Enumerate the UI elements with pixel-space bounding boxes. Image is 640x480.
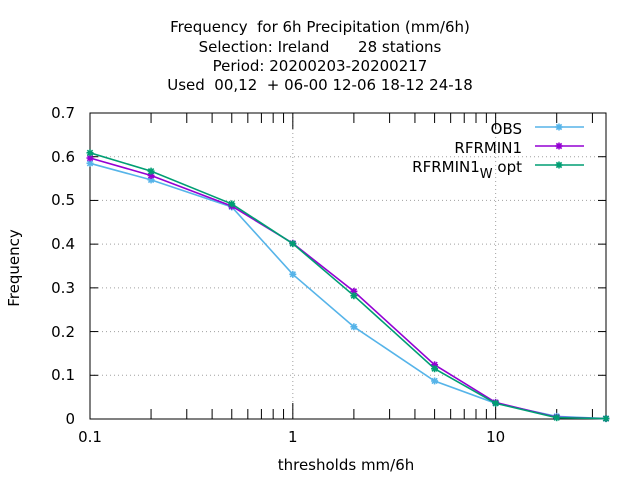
y-tick-label: 0.6 [51,147,75,166]
chart-title-line-3: Period: 20200203-20200217 [212,57,428,75]
y-tick-label: 0.2 [51,322,75,341]
y-tick-label: 0.4 [51,235,75,254]
legend-label-rfrmin1-w-opt: RFRMIN1W opt [380,158,522,182]
series-2-point [553,414,561,422]
legend-label-obs: OBS [490,120,522,138]
series-line-1 [89,157,607,420]
legend-label-rfrmin1-w-opt-suffix: opt [492,158,522,176]
x-tick-label: 0.1 [78,428,102,446]
series-2-point [602,415,610,423]
series-2-point [492,399,500,407]
y-tick-label: 0.5 [51,191,75,210]
x-tick-label: 1 [288,428,298,446]
y-tick-label: 0.7 [51,104,75,122]
series-2-point [431,365,439,373]
series-line-2 [89,152,607,420]
legend-sample-marker-2 [555,161,563,169]
series-0-point [350,323,358,331]
y-tick-label: 0.3 [51,278,75,297]
y-tick-label: 0.1 [51,366,75,385]
x-tick-label: 10 [486,428,506,446]
chart-title-line-4: Used 00,12 + 06-00 12-06 18-12 24-18 [167,76,473,94]
x-axis-label: thresholds mm/6h [277,456,415,474]
series-2-point [289,240,297,248]
legend-label-rfrmin1: RFRMIN1 [454,139,522,157]
legend-sample-marker-0 [555,123,563,131]
chart-title-line-1: Frequency for 6h Precipitation (mm/6h) [170,18,470,36]
chart-title-line-2: Selection: Ireland 28 stations [198,38,442,56]
series-2-point [350,292,358,300]
series-2-point [86,149,94,157]
legend-sample-marker-1 [555,142,563,150]
series-2-point [147,167,155,175]
y-tick-label: 0 [65,410,75,428]
series-0-point [431,377,439,385]
y-axis-label: Frequency [5,229,23,307]
series-0-point [289,270,297,278]
plot-border [89,112,607,420]
legend-label-rfrmin1-w-opt-sub: W [479,167,493,182]
legend-label-rfrmin1-w-opt-main: RFRMIN1 [412,158,480,176]
series-2-point [228,200,236,208]
